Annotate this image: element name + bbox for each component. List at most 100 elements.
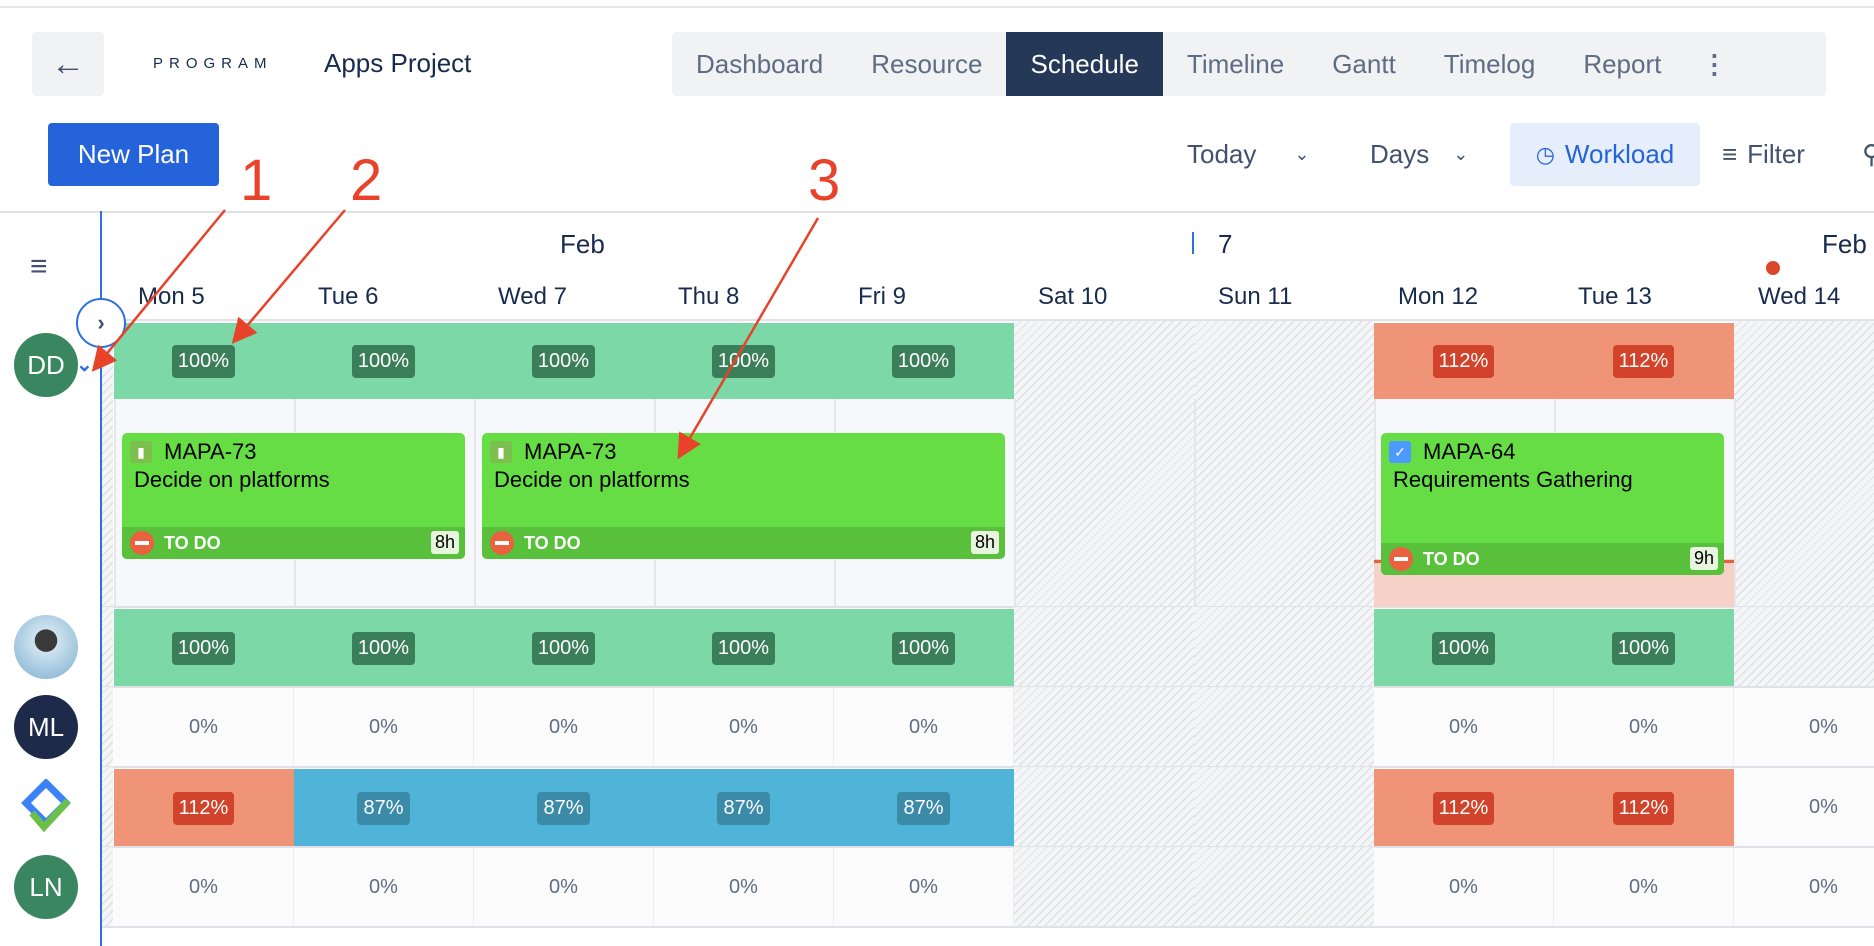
task-hours: 9h (1689, 547, 1718, 570)
workload-cell[interactable]: 0% (1374, 848, 1554, 927)
workload-cell[interactable]: 0% (654, 848, 834, 927)
workload-percent: 112% (172, 791, 235, 825)
workload-percent: 0% (1809, 716, 1838, 738)
search-icon[interactable]: ⚲ (1862, 139, 1874, 169)
workload-cell[interactable]: 100% (1374, 609, 1554, 687)
workload-cell[interactable]: 100% (654, 609, 834, 687)
tab-schedule[interactable]: Schedule (1006, 32, 1163, 96)
workload-percent: 0% (909, 876, 938, 898)
workload-cell[interactable]: 0% (1554, 848, 1734, 927)
chevron-down-icon[interactable]: ⌄ (76, 354, 93, 376)
workload-button[interactable]: ◷ Workload (1510, 123, 1700, 186)
annotation-2: 2 (350, 148, 382, 213)
tab-dashboard[interactable]: Dashboard (696, 48, 824, 79)
avatar[interactable]: LN (14, 855, 78, 919)
task-hours: 8h (430, 531, 459, 554)
row-divider (101, 686, 1874, 688)
workload-cell[interactable]: 0% (1734, 848, 1874, 927)
workload-cell[interactable]: 0% (294, 848, 474, 927)
workload-cell[interactable]: 0% (834, 688, 1014, 767)
workload-percent: 0% (189, 876, 218, 898)
workload-cell[interactable]: 112% (1374, 323, 1554, 399)
tab-gantt[interactable]: Gantt (1332, 48, 1396, 79)
workload-cell[interactable]: 0% (1734, 768, 1874, 847)
day-label: Wed 14 (1758, 283, 1841, 310)
expand-toggle[interactable]: › (76, 298, 126, 348)
workload-cell[interactable]: 100% (834, 323, 1014, 399)
workload-cell[interactable]: 100% (114, 323, 294, 399)
day-label: Sat 10 (1038, 283, 1108, 310)
unavailable-cell (1734, 607, 1874, 687)
task-status[interactable]: TO DO (524, 533, 581, 553)
more-vertical-icon[interactable]: ⋮ (1701, 48, 1728, 79)
workload-percent: 100% (351, 344, 416, 378)
sort-filter-icon[interactable]: ≡ (30, 250, 48, 283)
task-status[interactable]: TO DO (164, 533, 221, 553)
bookmark-icon: ▮ (490, 441, 512, 463)
tab-timelog[interactable]: Timelog (1443, 48, 1536, 79)
tab-timeline[interactable]: Timeline (1186, 48, 1285, 79)
workload-cell[interactable]: 0% (1374, 688, 1554, 767)
task-title: Decide on platforms (134, 467, 330, 492)
workload-label: Workload (1564, 139, 1675, 169)
unavailable-cell (1194, 687, 1374, 767)
row-gutter (101, 607, 113, 687)
workload-cell[interactable]: 112% (1374, 769, 1554, 847)
workload-cell[interactable]: 0% (654, 688, 834, 767)
unavailable-cell (1194, 847, 1374, 927)
avatar[interactable] (14, 775, 78, 839)
workload-cell[interactable]: 0% (474, 688, 654, 767)
workload-cell[interactable]: 87% (654, 769, 834, 847)
filter-label: Filter (1747, 139, 1805, 169)
days-dropdown[interactable]: Days ⌄ (1370, 123, 1468, 186)
blocked-icon (1389, 547, 1413, 571)
workload-cell[interactable]: 0% (114, 848, 294, 927)
tab-report[interactable]: Report (1583, 48, 1662, 79)
task-key: MAPA-73 (524, 439, 617, 464)
workload-cell[interactable]: 100% (654, 323, 834, 399)
workload-cell[interactable]: 0% (1554, 688, 1734, 767)
workload-cell[interactable]: 112% (114, 769, 294, 847)
today-dropdown[interactable]: Today ⌄ (1187, 123, 1309, 186)
workload-percent: 0% (369, 876, 398, 898)
workload-cell[interactable]: 100% (114, 609, 294, 687)
workload-cell[interactable]: 100% (834, 609, 1014, 687)
back-button[interactable]: ← (32, 32, 104, 96)
row-divider (101, 606, 1874, 608)
task-status[interactable]: TO DO (1423, 549, 1480, 569)
day-label: Tue 13 (1578, 283, 1652, 310)
workload-cell[interactable]: 100% (294, 609, 474, 687)
top-border (0, 6, 1874, 8)
workload-percent: 0% (189, 716, 218, 738)
workload-cell[interactable]: 100% (294, 323, 474, 399)
day-divider (1194, 399, 1196, 607)
task-card[interactable]: ▮ MAPA-73 Decide on platforms TO DO 8h (482, 433, 1005, 559)
avatar[interactable] (14, 615, 78, 679)
filter-button[interactable]: ≡ Filter (1722, 123, 1805, 186)
workload-cell[interactable]: 100% (474, 609, 654, 687)
workload-cell[interactable]: 112% (1554, 323, 1734, 399)
workload-cell[interactable]: 100% (1554, 609, 1734, 687)
tab-resource[interactable]: Resource (871, 48, 983, 79)
workload-cell[interactable]: 87% (474, 769, 654, 847)
row-gutter (101, 847, 113, 927)
workload-cell[interactable]: 87% (294, 769, 474, 847)
day-label: Tue 6 (318, 283, 379, 310)
workload-cell[interactable]: 0% (474, 848, 654, 927)
avatar[interactable]: ML (14, 695, 78, 759)
unavailable-cell (1194, 320, 1374, 607)
workload-cell[interactable]: 0% (114, 688, 294, 767)
workload-cell[interactable]: 100% (474, 323, 654, 399)
avatar-initials: ML (27, 711, 65, 742)
avatar[interactable]: DD (14, 333, 78, 397)
new-plan-button[interactable]: New Plan (48, 123, 219, 186)
workload-cell[interactable]: 0% (294, 688, 474, 767)
workload-percent: 87% (357, 791, 410, 825)
workload-cell[interactable]: 0% (834, 848, 1014, 927)
workload-cell[interactable]: 0% (1734, 688, 1874, 767)
task-card[interactable]: ▮ MAPA-73 Decide on platforms TO DO 8h (122, 433, 465, 559)
workload-cell[interactable]: 112% (1554, 769, 1734, 847)
task-card[interactable]: ✓ MAPA-64 Requirements Gathering TO DO 9h (1381, 433, 1724, 575)
workload-cell[interactable]: 87% (834, 769, 1014, 847)
row-gutter (101, 320, 113, 607)
